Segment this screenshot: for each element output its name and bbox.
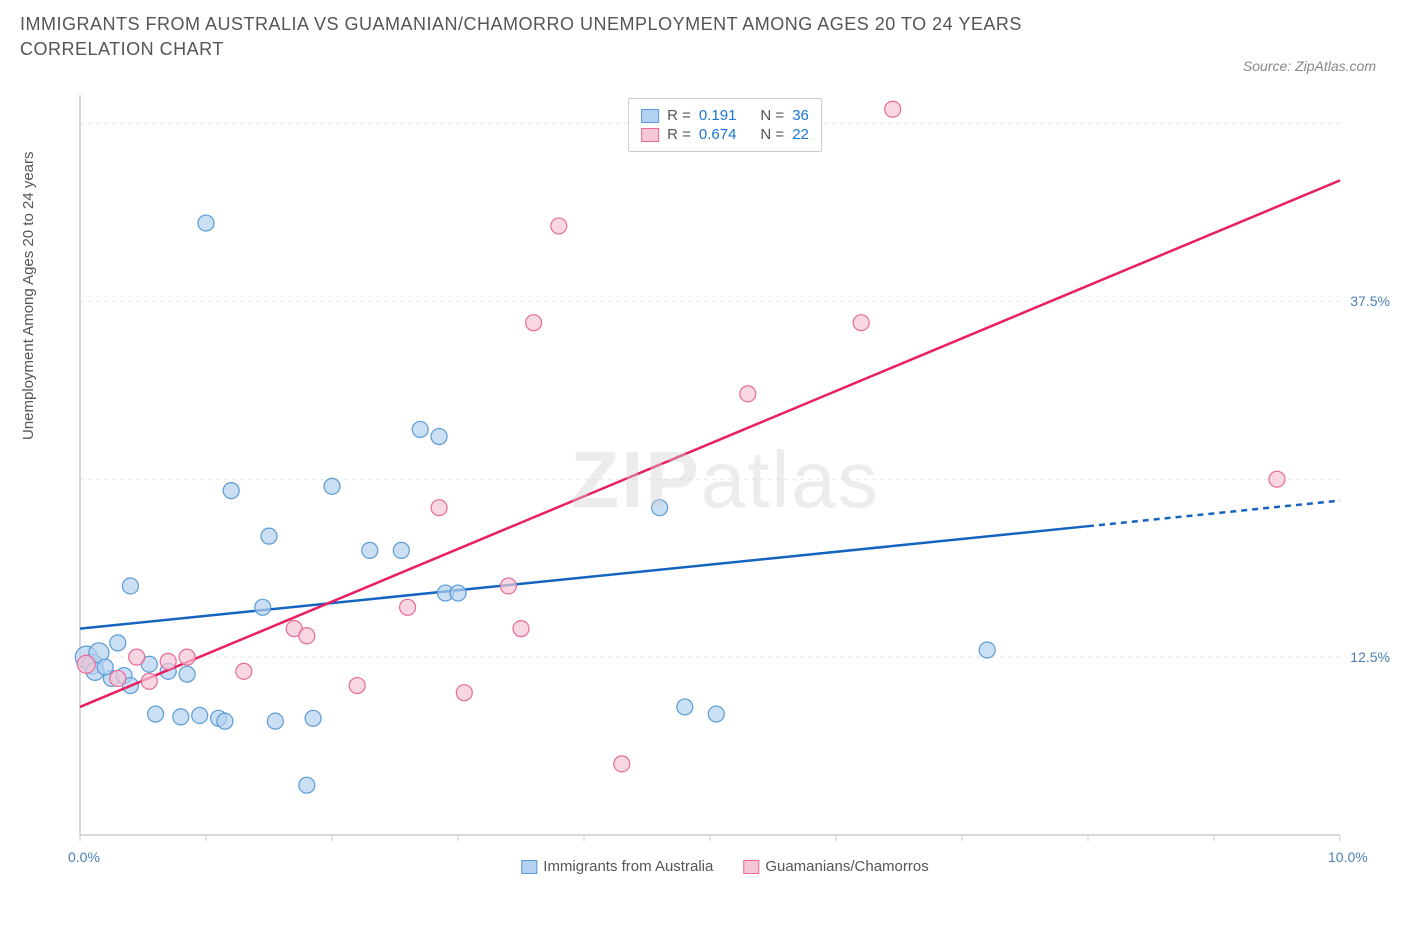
legend-label: Immigrants from Australia (543, 858, 713, 875)
legend-row: R = 0.674 N = 22 (641, 126, 809, 143)
legend-n-value: 36 (792, 107, 809, 124)
legend-row: R = 0.191 N = 36 (641, 107, 809, 124)
correlation-legend: R = 0.191 N = 36 R = 0.674 N = 22 (628, 98, 822, 152)
x-tick-label: 0.0% (68, 849, 100, 865)
chart-canvas (70, 90, 1380, 870)
chart-title: IMMIGRANTS FROM AUSTRALIA VS GUAMANIAN/C… (20, 12, 1120, 62)
series-legend: Immigrants from Australia Guamanians/Cham… (521, 858, 928, 875)
legend-swatch (743, 860, 759, 874)
source-attribution: Source: ZipAtlas.com (1243, 58, 1376, 74)
legend-n-label: N = (760, 107, 784, 124)
legend-swatch (641, 109, 659, 123)
y-axis-label: Unemployment Among Ages 20 to 24 years (20, 151, 37, 440)
legend-r-label: R = (667, 107, 691, 124)
y-tick-label: 12.5% (1350, 649, 1390, 665)
legend-n-label: N = (760, 126, 784, 143)
legend-swatch (521, 860, 537, 874)
y-tick-label: 37.5% (1350, 293, 1390, 309)
legend-swatch (641, 128, 659, 142)
legend-label: Guamanians/Chamorros (765, 858, 928, 875)
x-tick-label: 10.0% (1328, 849, 1368, 865)
legend-r-value: 0.674 (699, 126, 737, 143)
legend-item: Guamanians/Chamorros (743, 858, 928, 875)
scatter-plot: ZIPatlas R =0.191N =36R =0.674N =22 Immi… (70, 90, 1380, 870)
legend-r-label: R = (667, 126, 691, 143)
legend-item: Immigrants from Australia (521, 858, 713, 875)
legend-n-value: 22 (792, 126, 809, 143)
legend-r-value: 0.191 (699, 107, 737, 124)
